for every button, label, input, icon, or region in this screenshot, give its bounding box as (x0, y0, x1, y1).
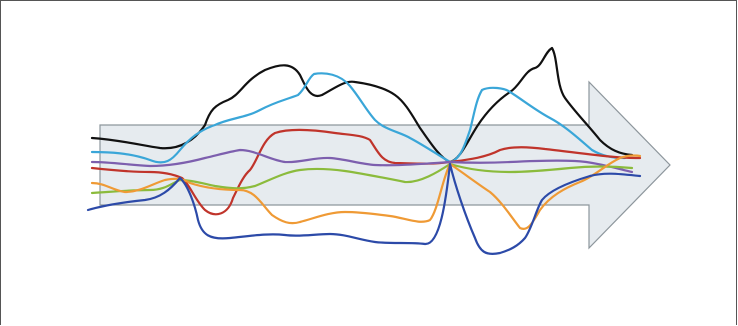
black-line (90, 46, 634, 164)
navy-line (86, 162, 642, 255)
light-blue-line (90, 72, 627, 164)
red-line (90, 128, 642, 216)
purple-line (90, 148, 634, 174)
